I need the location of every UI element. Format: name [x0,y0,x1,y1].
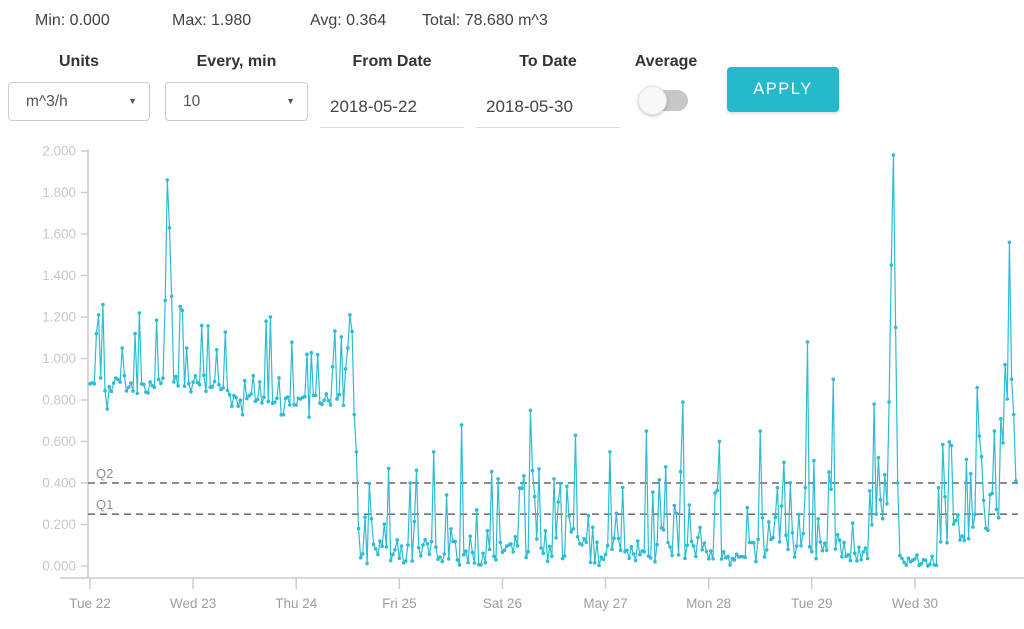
input-underline [476,127,620,128]
y-tick-label: 1.400 [42,268,76,283]
stat-total: Total: 78.680 m^3 [422,12,548,29]
average-label: Average [634,53,698,70]
series-line [89,155,1017,568]
stat-avg: Avg: 0.364 [310,12,387,29]
x-tick-label: Tue 29 [791,596,833,611]
interval-select[interactable]: 10 [165,82,308,121]
x-tick-label: Sat 26 [483,596,522,611]
interval-control-group: Every, min 10 ▼ [165,53,308,121]
reference-line-label: Q1 [96,497,113,512]
y-tick-label: 0.800 [42,393,76,408]
x-tick-label: Wed 23 [170,596,216,611]
from-date-label: From Date [352,53,432,70]
apply-button[interactable]: APPLY [727,67,839,112]
units-label: Units [59,53,99,70]
y-tick-label: 1.000 [42,351,76,366]
units-select[interactable]: m^3/h [8,82,150,121]
interval-label: Every, min [196,53,277,70]
y-tick-label: 1.600 [42,227,76,242]
y-tick-label: 1.800 [42,185,76,200]
average-toggle[interactable] [638,86,690,115]
from-date-group: From Date [320,53,464,128]
y-tick-label: 0.600 [42,434,76,449]
to-date-input[interactable] [476,97,620,117]
x-tick-label: Wed 30 [892,596,938,611]
toggle-knob [638,86,667,115]
series-markers [88,153,1018,568]
y-tick-label: 2.000 [42,144,76,159]
y-tick-label: 0.000 [42,559,76,574]
consumption-chart[interactable]: 0.000 0.200 0.400 0.600 0.800 1.000 1.200 1.400… [0,139,1024,629]
input-underline [320,127,464,128]
average-control-group: Average [630,53,702,115]
to-date-label: To Date [519,53,577,70]
x-tick-label: Fri 25 [382,596,417,611]
stat-max: Max: 1.980 [172,12,252,29]
x-tick-label: May 27 [583,596,627,611]
reference-line-label: Q2 [96,466,113,481]
from-date-input[interactable] [320,97,464,117]
x-tick-label: Thu 24 [275,596,318,611]
stat-min: Min: 0.000 [35,12,110,29]
units-control-group: Units m^3/h ▼ [8,53,150,121]
x-tick-label: Mon 28 [686,596,731,611]
x-tick-label: Tue 22 [69,596,111,611]
y-tick-label: 0.200 [42,517,76,532]
y-tick-label: 0.400 [42,476,76,491]
to-date-group: To Date [476,53,620,128]
y-tick-label: 1.200 [42,310,76,325]
